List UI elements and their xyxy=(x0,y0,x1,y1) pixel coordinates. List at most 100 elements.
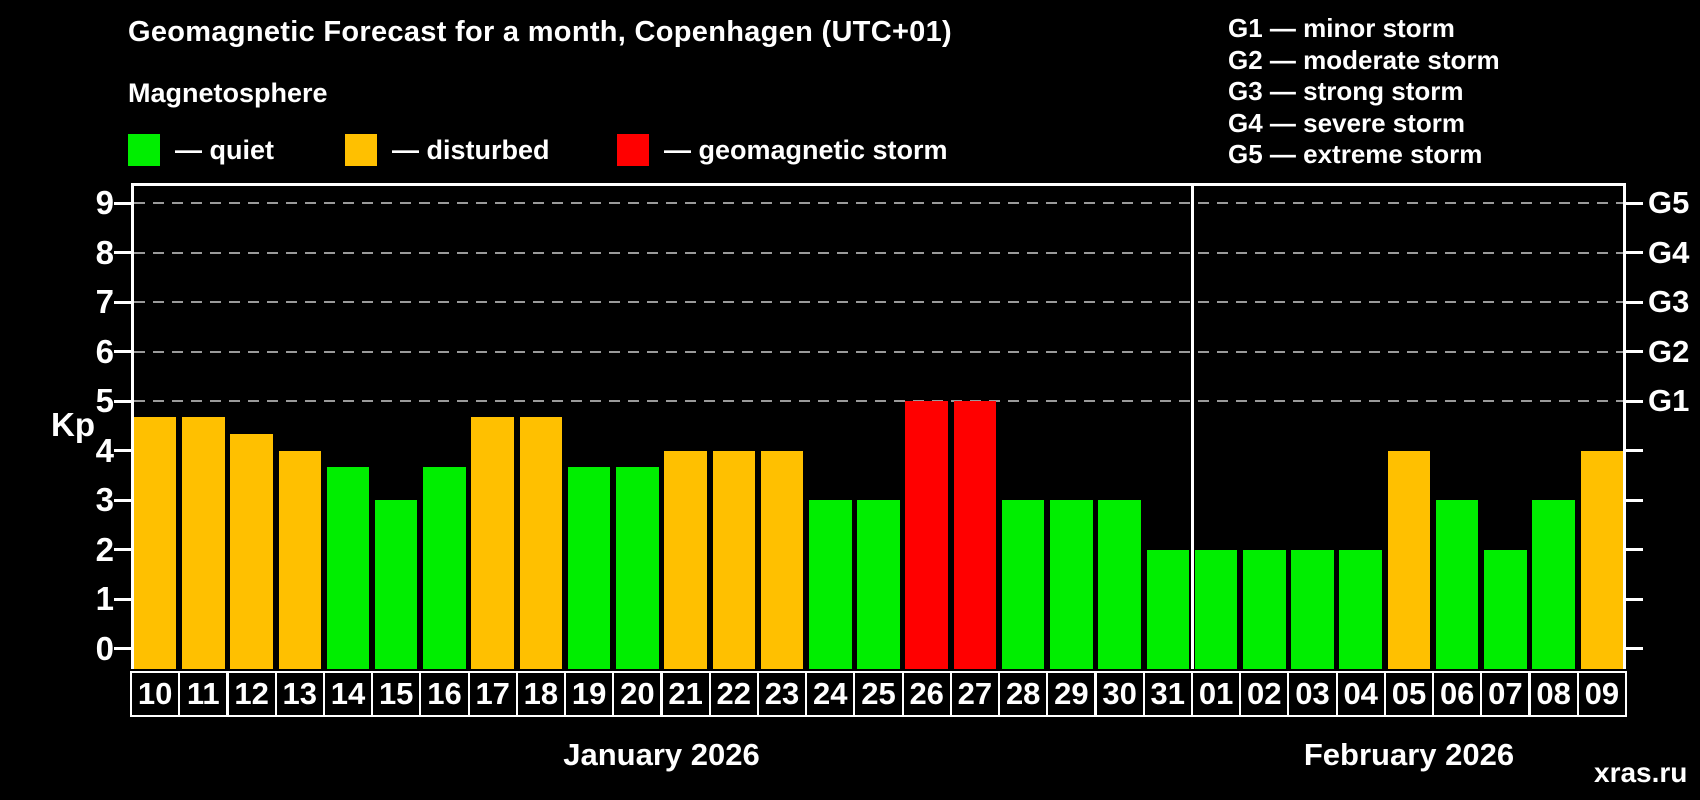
chart-title: Geomagnetic Forecast for a month, Copenh… xyxy=(128,16,952,48)
g-tick-label-G3: G3 xyxy=(1648,284,1690,319)
y-tick-left-8 xyxy=(114,251,131,254)
y-tick-left-9 xyxy=(114,201,131,205)
kp-bar-day-25 xyxy=(857,500,900,669)
kp-bar-day-19 xyxy=(567,466,611,669)
day-box-31: 31 xyxy=(1142,671,1193,717)
g3-legend-line: G3 — strong storm xyxy=(1228,76,1464,107)
day-box-23: 23 xyxy=(756,671,808,717)
day-box-16: 16 xyxy=(419,671,470,717)
kp-bar-day-03 xyxy=(1291,549,1334,669)
kp-bar-day-20 xyxy=(616,466,659,669)
day-box-24: 24 xyxy=(805,671,856,717)
day-box-14: 14 xyxy=(322,671,374,717)
g5-legend-line: G5 — extreme storm xyxy=(1228,139,1483,170)
kp-bar-day-13 xyxy=(278,450,322,669)
kp-bar-day-31 xyxy=(1146,549,1190,669)
kp-bar-day-07 xyxy=(1484,549,1527,669)
day-box-15: 15 xyxy=(371,671,422,717)
day-box-27: 27 xyxy=(949,671,1000,717)
y-tick-label-9: 9 xyxy=(95,184,114,221)
y-tick-label-0: 0 xyxy=(95,629,114,667)
month-label-1: February 2026 xyxy=(1303,737,1515,772)
gridline-kp9 xyxy=(134,202,1623,204)
y-tick-label-7: 7 xyxy=(95,283,114,320)
y-tick-right-0 xyxy=(1626,647,1643,650)
kp-bar-day-11 xyxy=(182,417,225,669)
day-box-11: 11 xyxy=(178,671,229,717)
kp-bar-day-01 xyxy=(1194,549,1238,669)
y-tick-label-1: 1 xyxy=(95,580,114,617)
y-tick-left-0 xyxy=(114,647,131,650)
kp-bar-day-05 xyxy=(1387,450,1431,669)
kp-bar-day-14 xyxy=(326,466,370,669)
day-box-09: 09 xyxy=(1576,671,1627,717)
g-tick-label-G1: G1 xyxy=(1648,383,1690,418)
day-box-08: 08 xyxy=(1528,671,1579,717)
kp-bar-day-12 xyxy=(230,434,273,669)
g-scale-legend: G1 — minor storm G2 — moderate storm G3 … xyxy=(1228,13,1500,171)
day-box-02: 02 xyxy=(1239,671,1290,717)
legend-item-quiet: — quiet xyxy=(128,133,274,167)
legend-label-quiet: — quiet xyxy=(175,134,274,165)
month-label-0: January 2026 xyxy=(563,737,760,772)
day-box-22: 22 xyxy=(708,671,759,717)
storm-color-swatch xyxy=(617,134,649,166)
kp-bar-day-22 xyxy=(712,450,756,669)
kp-bar-day-26 xyxy=(905,401,948,669)
y-tick-left-6 xyxy=(114,350,131,353)
kp-bar-day-18 xyxy=(519,417,563,669)
day-box-29: 29 xyxy=(1046,671,1097,717)
month-separator-line xyxy=(1191,183,1194,669)
kp-bar-day-09 xyxy=(1580,450,1624,669)
y-tick-right-1 xyxy=(1626,597,1643,601)
y-tick-right-5 xyxy=(1626,399,1643,403)
kp-bar-day-04 xyxy=(1339,549,1382,669)
kp-bar-day-06 xyxy=(1435,500,1479,669)
y-tick-left-1 xyxy=(114,597,131,601)
day-box-06: 06 xyxy=(1432,671,1483,717)
watermark: xras.ru xyxy=(1594,757,1688,788)
y-tick-right-8 xyxy=(1626,251,1643,254)
y-tick-label-6: 6 xyxy=(95,332,114,370)
y-tick-right-7 xyxy=(1626,300,1643,304)
legend-label-storm: — geomagnetic storm xyxy=(664,134,948,165)
day-box-21: 21 xyxy=(660,671,711,717)
day-box-25: 25 xyxy=(853,671,904,717)
y-tick-label-4: 4 xyxy=(95,431,114,469)
gridline-kp6 xyxy=(134,350,1623,353)
day-box-04: 04 xyxy=(1335,671,1386,717)
day-box-28: 28 xyxy=(998,671,1049,717)
kp-bar-day-29 xyxy=(1050,500,1093,669)
kp-bar-day-17 xyxy=(471,417,514,669)
day-box-01: 01 xyxy=(1191,671,1242,717)
day-box-30: 30 xyxy=(1094,671,1145,717)
kp-bar-day-23 xyxy=(760,450,804,669)
plot-frame xyxy=(131,183,1626,669)
day-box-10: 10 xyxy=(130,671,181,717)
y-tick-right-9 xyxy=(1626,201,1643,205)
g-tick-label-G4: G4 xyxy=(1648,234,1690,270)
day-box-03: 03 xyxy=(1287,671,1338,717)
g-tick-label-G5: G5 xyxy=(1648,185,1690,220)
g2-legend-line: G2 — moderate storm xyxy=(1228,44,1500,75)
legend-label-disturbed: — disturbed xyxy=(392,134,550,165)
kp-bar-day-24 xyxy=(809,500,852,669)
day-box-18: 18 xyxy=(515,671,566,717)
day-box-26: 26 xyxy=(901,671,952,717)
kp-bar-day-28 xyxy=(1001,500,1045,669)
legend-item-storm: — geomagnetic storm xyxy=(617,133,948,167)
quiet-color-swatch xyxy=(128,134,160,166)
y-tick-left-4 xyxy=(114,449,131,452)
g4-legend-line: G4 — severe storm xyxy=(1228,107,1466,138)
y-tick-left-7 xyxy=(114,300,131,304)
y-tick-left-2 xyxy=(114,548,131,551)
day-box-17: 17 xyxy=(467,671,518,717)
y-tick-label-2: 2 xyxy=(95,530,114,568)
disturbed-color-swatch xyxy=(345,134,377,166)
y-axis-title-kp: Kp xyxy=(51,406,95,443)
chart-subtitle: Magnetosphere xyxy=(128,78,328,108)
g-tick-label-G2: G2 xyxy=(1648,333,1690,369)
kp-bar-day-02 xyxy=(1243,549,1286,669)
y-tick-left-5 xyxy=(114,399,131,403)
day-box-13: 13 xyxy=(274,671,325,717)
